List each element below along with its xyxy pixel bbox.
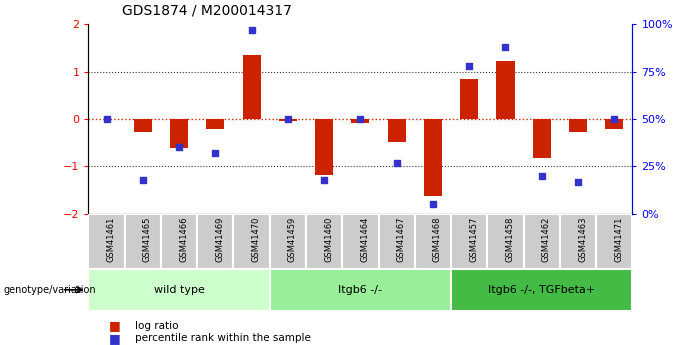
- Point: [464, 63, 475, 69]
- Point: [210, 150, 221, 156]
- Bar: [342, 214, 379, 269]
- Text: GSM41458: GSM41458: [505, 217, 515, 262]
- Point: [101, 116, 112, 122]
- Text: GDS1874 / M200014317: GDS1874 / M200014317: [122, 3, 292, 17]
- Bar: [270, 269, 451, 310]
- Text: GSM41464: GSM41464: [360, 217, 369, 262]
- Point: [609, 116, 619, 122]
- Text: GSM41468: GSM41468: [433, 217, 442, 262]
- Text: GSM41467: GSM41467: [396, 217, 406, 262]
- Point: [282, 116, 293, 122]
- Bar: [233, 214, 270, 269]
- Text: percentile rank within the sample: percentile rank within the sample: [135, 333, 311, 343]
- Text: Itgb6 -/-, TGFbeta+: Itgb6 -/-, TGFbeta+: [488, 285, 596, 295]
- Text: GSM41461: GSM41461: [107, 217, 116, 262]
- Bar: [424, 119, 442, 196]
- Text: wild type: wild type: [154, 285, 205, 295]
- Bar: [488, 214, 524, 269]
- Point: [573, 179, 583, 184]
- Bar: [270, 214, 306, 269]
- Bar: [315, 119, 333, 175]
- Bar: [170, 119, 188, 148]
- Bar: [532, 119, 551, 158]
- Bar: [524, 214, 560, 269]
- Bar: [451, 214, 488, 269]
- Bar: [134, 119, 152, 132]
- Bar: [206, 119, 224, 129]
- Bar: [88, 214, 124, 269]
- Bar: [124, 214, 161, 269]
- Bar: [460, 79, 478, 119]
- Text: GSM41462: GSM41462: [542, 217, 551, 262]
- Bar: [306, 214, 342, 269]
- Text: GSM41460: GSM41460: [324, 217, 333, 262]
- Point: [246, 27, 257, 32]
- Point: [500, 44, 511, 50]
- Point: [355, 116, 366, 122]
- Text: GSM41470: GSM41470: [252, 217, 260, 262]
- Text: GSM41465: GSM41465: [143, 217, 152, 262]
- Text: GSM41463: GSM41463: [578, 217, 587, 262]
- Text: ■: ■: [109, 319, 120, 333]
- Text: GSM41471: GSM41471: [614, 217, 624, 262]
- Text: GSM41459: GSM41459: [288, 217, 297, 262]
- Text: GSM41457: GSM41457: [469, 217, 478, 262]
- Bar: [197, 214, 233, 269]
- Text: GSM41466: GSM41466: [179, 217, 188, 262]
- Bar: [388, 119, 406, 142]
- Bar: [243, 55, 260, 119]
- Point: [137, 177, 148, 183]
- Bar: [596, 214, 632, 269]
- Point: [173, 145, 184, 150]
- Bar: [379, 214, 415, 269]
- Bar: [415, 214, 451, 269]
- Text: genotype/variation: genotype/variation: [3, 285, 96, 295]
- Bar: [496, 61, 515, 119]
- Bar: [451, 269, 632, 310]
- Bar: [605, 119, 624, 129]
- Bar: [352, 119, 369, 123]
- Bar: [279, 119, 297, 121]
- Bar: [88, 269, 270, 310]
- Point: [537, 173, 547, 179]
- Text: ■: ■: [109, 332, 120, 345]
- Bar: [569, 119, 587, 132]
- Text: GSM41469: GSM41469: [216, 217, 224, 262]
- Bar: [161, 214, 197, 269]
- Point: [319, 177, 330, 183]
- Point: [391, 160, 402, 165]
- Bar: [560, 214, 596, 269]
- Text: Itgb6 -/-: Itgb6 -/-: [339, 285, 382, 295]
- Point: [428, 201, 439, 207]
- Text: log ratio: log ratio: [135, 321, 178, 331]
